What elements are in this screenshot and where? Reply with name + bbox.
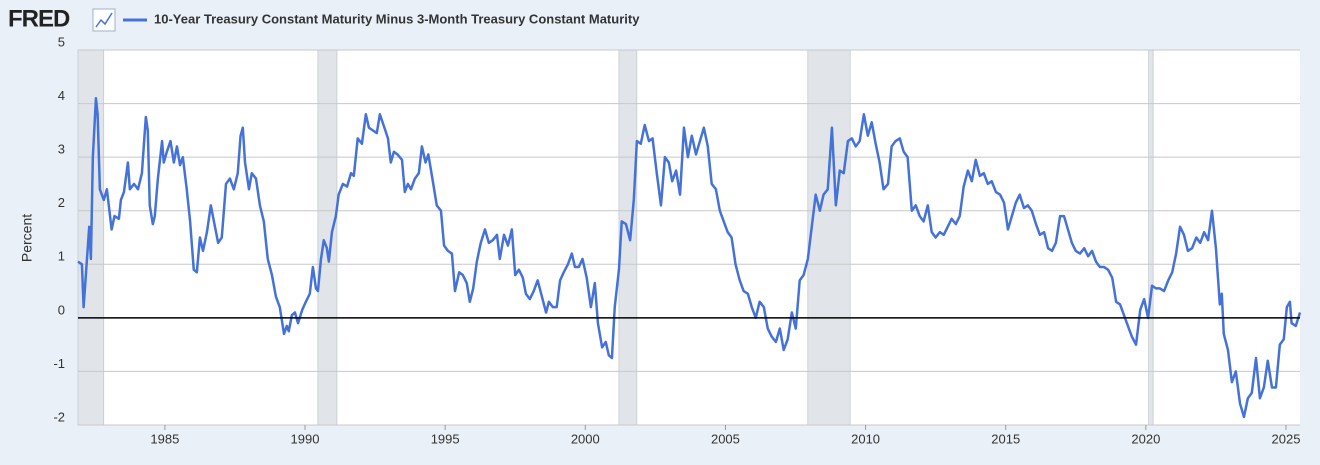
y-tick-label: 4	[58, 88, 65, 103]
y-tick-label: -1	[53, 356, 65, 371]
x-tick-label: 1995	[431, 431, 460, 446]
logo: FRED	[8, 5, 70, 32]
x-tick-label: 2010	[851, 431, 880, 446]
plot-area	[78, 50, 1300, 425]
recession-band	[317, 49, 338, 426]
x-tick-label: 2020	[1131, 431, 1160, 446]
series-line	[77, 96, 1302, 419]
legend-label: 10-Year Treasury Constant Maturity Minus…	[154, 11, 640, 26]
y-tick-label: 3	[58, 142, 65, 157]
x-tick-label: 2005	[711, 431, 740, 446]
y-tick-label: 5	[58, 34, 65, 49]
y-tick-label: 2	[58, 195, 65, 210]
recession-band	[807, 49, 851, 426]
logo-icon	[92, 8, 116, 32]
x-tick-label: 2015	[991, 431, 1020, 446]
y-axis-label: Percent	[19, 214, 35, 262]
recession-band	[1148, 49, 1154, 426]
x-tick-label: 2025	[1272, 431, 1301, 446]
x-tick-label: 1985	[150, 431, 179, 446]
x-tick-label: 2000	[571, 431, 600, 446]
y-tick-label: 0	[58, 302, 65, 317]
x-tick-label: 1990	[291, 431, 320, 446]
y-tick-label: 1	[58, 249, 65, 264]
y-tick-label: -2	[53, 409, 65, 424]
